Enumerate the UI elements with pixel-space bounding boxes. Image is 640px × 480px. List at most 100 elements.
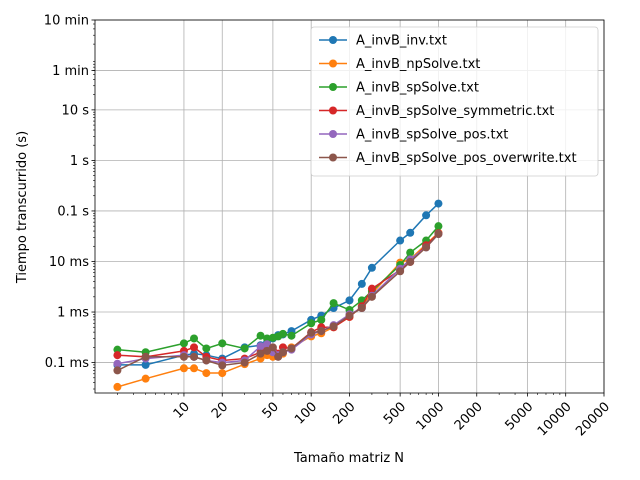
x-tick-label: 5000 (502, 399, 536, 433)
y-tick-label: 10 s (62, 103, 90, 118)
legend-marker (329, 36, 337, 44)
data-point (357, 304, 366, 313)
data-point (406, 257, 415, 266)
data-point (113, 359, 122, 368)
data-point (256, 342, 265, 351)
legend: A_invB_inv.txt A_invB_npSolve.txt A_invB_s… (310, 26, 599, 177)
x-tick-label: 200 (330, 399, 358, 427)
data-point (278, 348, 287, 357)
data-point (218, 369, 227, 378)
data-point (179, 339, 188, 348)
legend-marker (329, 130, 337, 138)
legend-marker (329, 153, 337, 162)
data-point (278, 329, 287, 338)
data-point (179, 352, 188, 361)
data-point (256, 349, 265, 358)
x-tick-label: 10 (171, 399, 193, 421)
y-tick-label: 0.1 s (57, 204, 89, 219)
data-point (141, 360, 150, 369)
series-line (117, 233, 439, 365)
data-point (367, 263, 376, 272)
data-point (190, 364, 199, 373)
data-point (240, 344, 249, 353)
data-point (240, 358, 249, 367)
data-point (307, 319, 316, 328)
data-point (317, 327, 326, 336)
legend-label: A_invB_spSolve_pos.txt (356, 128, 508, 143)
legend-marker (329, 59, 337, 68)
data-point (218, 339, 227, 348)
data-point (317, 315, 326, 324)
data-point (434, 199, 443, 208)
data-point (287, 344, 296, 353)
data-point (218, 361, 227, 370)
data-point (345, 296, 354, 305)
legend-label: A_invB_spSolve.txt (356, 81, 479, 96)
data-point (256, 331, 265, 340)
data-point (190, 343, 199, 352)
data-point (263, 346, 272, 355)
data-point (307, 328, 316, 337)
data-point (329, 322, 338, 331)
data-point (406, 248, 415, 257)
y-tick-label: 1 ms (57, 306, 89, 321)
y-tick-label: 1 s (70, 154, 89, 169)
data-point (263, 334, 272, 343)
data-point (329, 299, 338, 308)
x-tick-label: 500 (381, 399, 409, 427)
data-point (422, 211, 431, 220)
legend-box (310, 26, 599, 177)
data-point (434, 229, 443, 238)
data-point (202, 356, 211, 365)
data-point (357, 279, 366, 288)
legend-marker (329, 106, 337, 115)
legend-marker (329, 83, 337, 91)
data-point (422, 243, 431, 252)
x-axis-label: Tamaño matriz N (293, 451, 404, 466)
y-tick-label: 1 min (52, 64, 89, 79)
legend-entry: A_invB_spSolve_pos.txt (319, 128, 508, 143)
y-tick-label: 0.1 ms (45, 356, 89, 371)
series-3 (113, 229, 443, 365)
data-point (434, 222, 443, 231)
data-point (396, 236, 405, 245)
legend-entry: A_invB_inv.txt (319, 34, 447, 49)
series-5 (113, 229, 443, 375)
data-point (202, 369, 211, 378)
x-tick-label: 50 (260, 399, 282, 421)
data-point (190, 352, 199, 361)
y-tick-label: 10 min (44, 14, 89, 29)
series-1 (113, 228, 443, 391)
data-point (113, 351, 122, 360)
data-point (113, 382, 122, 391)
legend-entry: A_invB_spSolve_pos_overwrite.txt (319, 151, 577, 166)
data-point (179, 364, 188, 373)
data-point (202, 344, 211, 353)
data-point (396, 267, 405, 276)
x-tick-label: 100 (292, 399, 320, 427)
legend-label: A_invB_spSolve_symmetric.txt (356, 104, 554, 119)
data-point (113, 366, 122, 375)
data-point (190, 334, 199, 343)
legend-label: A_invB_spSolve_pos_overwrite.txt (356, 151, 577, 166)
x-tick-label: 2000 (452, 399, 486, 433)
legend-entry: A_invB_spSolve_symmetric.txt (319, 104, 554, 119)
data-point (268, 343, 277, 352)
x-tick-label: 10000 (535, 399, 575, 439)
x-tick-label: 20000 (573, 399, 613, 439)
data-point (141, 374, 150, 383)
series-line (117, 232, 439, 362)
data-point (345, 311, 354, 320)
legend-label: A_invB_npSolve.txt (356, 57, 480, 72)
legend-entry: A_invB_npSolve.txt (319, 57, 480, 72)
data-point (113, 345, 122, 354)
y-axis-label: Tiempo transcurrido (s) (15, 131, 30, 284)
legend-entry: A_invB_spSolve.txt (319, 81, 479, 96)
y-tick-label: 10 ms (49, 255, 89, 270)
data-point (367, 292, 376, 301)
series-line (117, 232, 439, 388)
series-0 (113, 199, 443, 369)
series-layer (113, 199, 443, 391)
legend-label: A_invB_inv.txt (356, 34, 447, 49)
data-point (367, 284, 376, 293)
